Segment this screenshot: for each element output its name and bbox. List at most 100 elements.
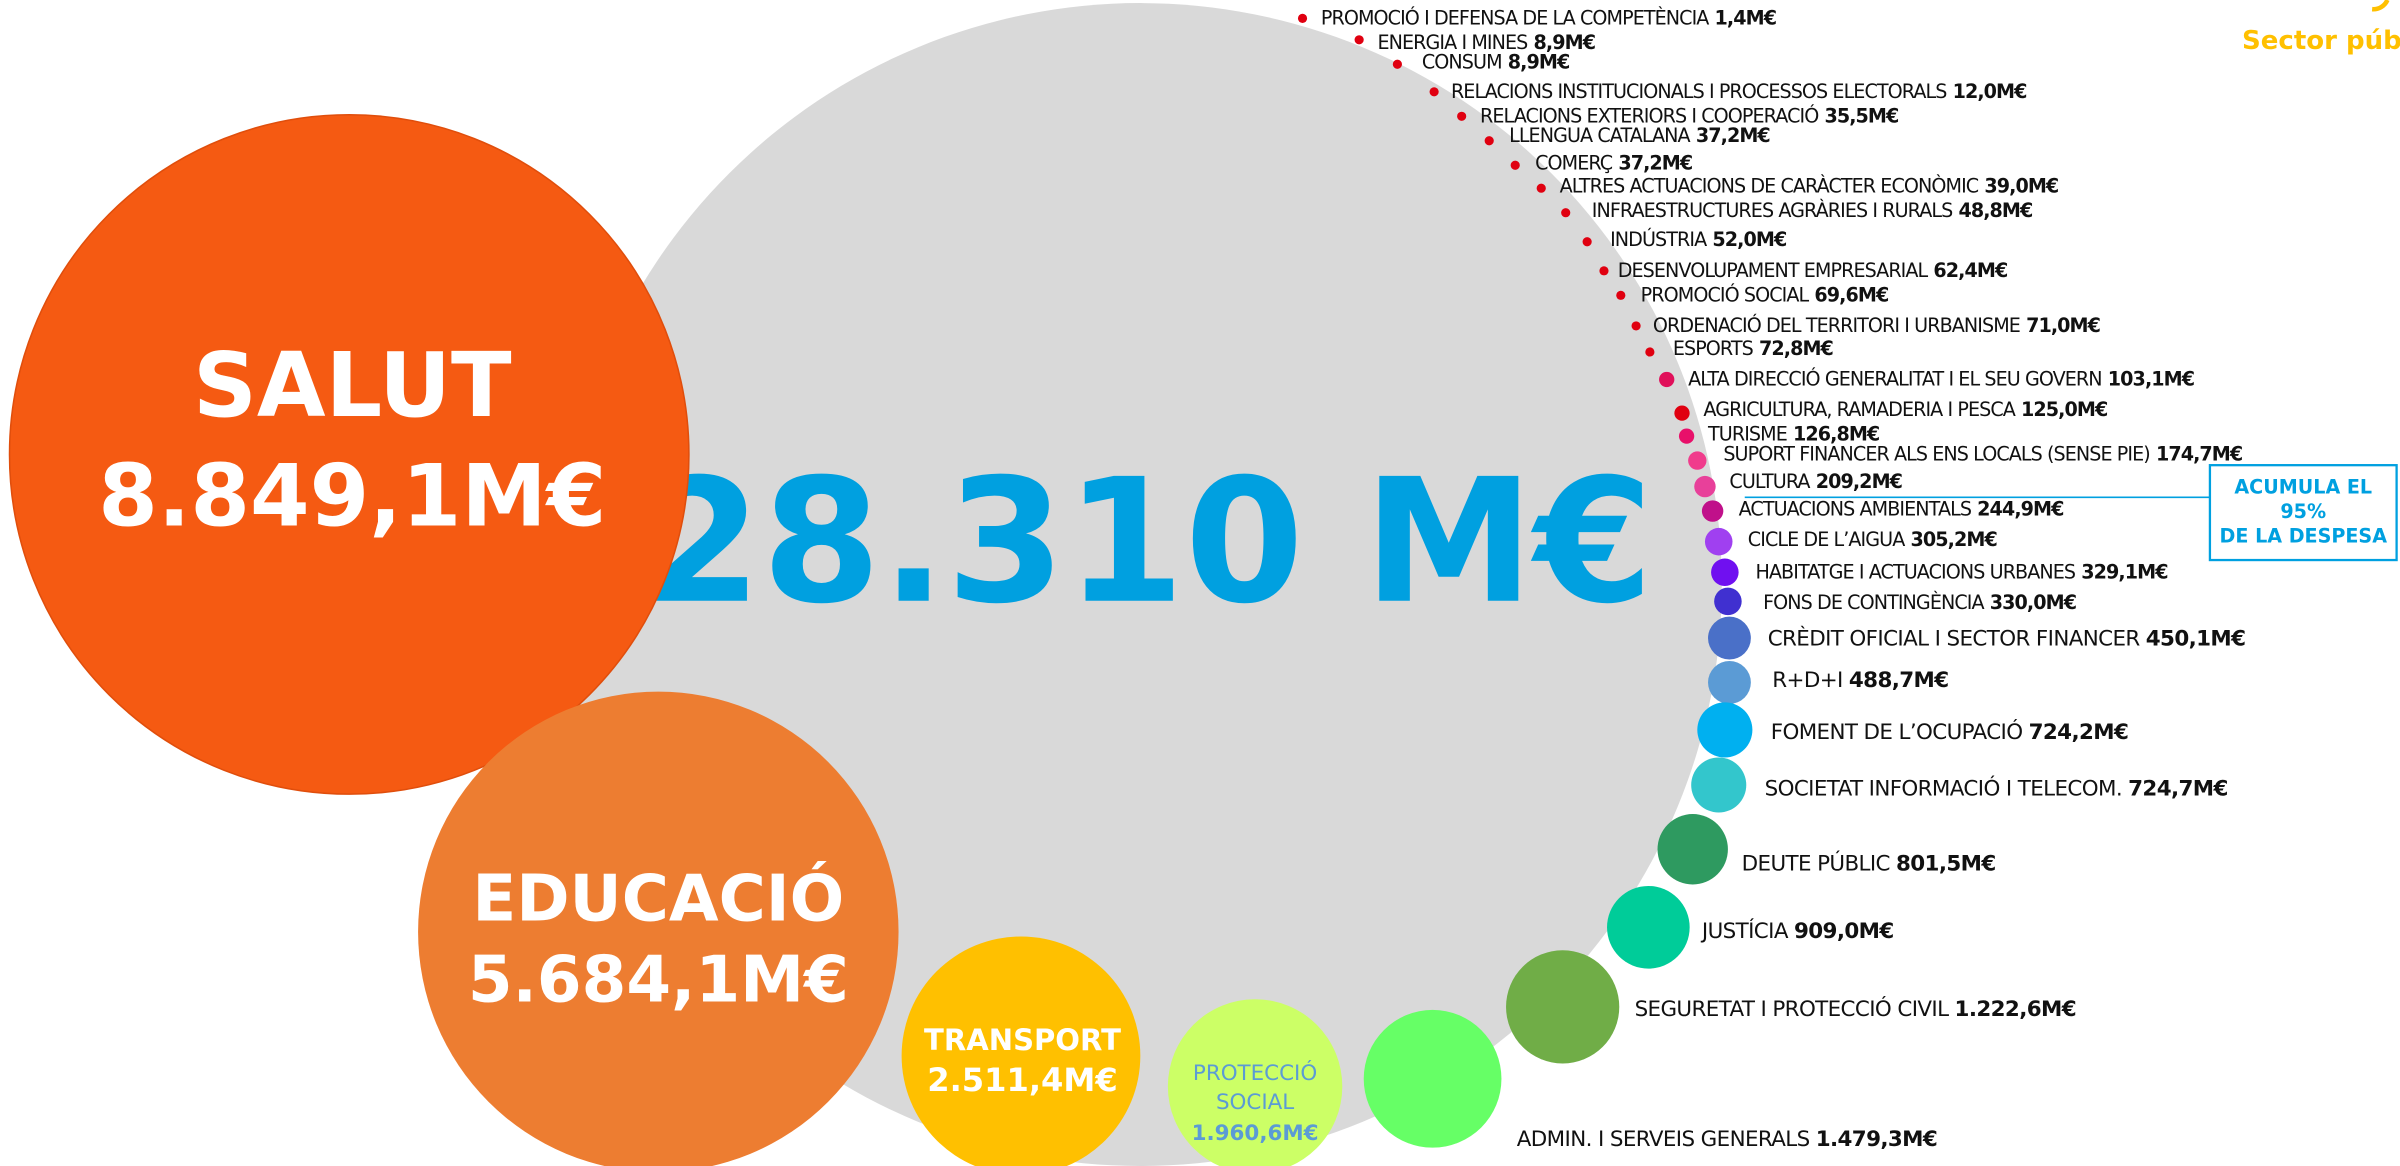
item-amount: 52,0M€ bbox=[1712, 228, 1787, 251]
header: Sector púb bbox=[2242, 26, 2400, 56]
item-bubble bbox=[1659, 371, 1675, 388]
item-bubble bbox=[1582, 237, 1592, 247]
item-label: INFRAESTRUCTURES AGRÀRIES I RURALS 48,8M€ bbox=[1592, 199, 2033, 222]
logo-arc bbox=[2371, 0, 2390, 12]
item-name: CICLE DE L’AIGUA bbox=[1748, 528, 1905, 551]
item-label: AGRICULTURA, RAMADERIA I PESCA 125,0M€ bbox=[1703, 398, 2108, 421]
item-amount: 103,1M€ bbox=[2108, 367, 2195, 390]
item-bubble bbox=[1392, 59, 1402, 69]
salut-bubble bbox=[8, 113, 690, 795]
item-bubble bbox=[1457, 111, 1467, 121]
item-name: R+D+I bbox=[1772, 668, 1842, 693]
item-name: ACTUACIONS AMBIENTALS bbox=[1739, 497, 1972, 520]
item-label: SUPORT FINANCER ALS ENS LOCALS (SENSE PI… bbox=[1723, 442, 2243, 465]
item-label: ORDENACIÓ DEL TERRITORI I URBANISME 71,0M… bbox=[1653, 312, 2101, 336]
item-amount: 209,2M€ bbox=[1816, 470, 1903, 493]
item-name: ORDENACIÓ DEL TERRITORI I URBANISME bbox=[1653, 312, 2020, 336]
main-amount: 1.960,6M€ bbox=[1192, 1121, 1319, 1146]
item-label: ADMIN. I SERVEIS GENERALS 1.479,3M€ bbox=[1517, 1127, 1937, 1152]
item-name: CONSUM bbox=[1422, 50, 1502, 73]
item-bubble bbox=[1674, 405, 1690, 421]
callout-text: 95% bbox=[2280, 500, 2326, 523]
item-amount: 69,6M€ bbox=[1814, 283, 1889, 306]
item-label: ALTRES ACTUACIONS DE CARÀCTER ECONÒMIC 39… bbox=[1560, 173, 2059, 197]
item-amount: 724,2M€ bbox=[2029, 720, 2129, 745]
item-bubble bbox=[1631, 321, 1641, 331]
item-amount: 174,7M€ bbox=[2156, 442, 2243, 465]
item-amount: 909,0M€ bbox=[1794, 919, 1894, 944]
item-bubble bbox=[1714, 587, 1742, 616]
item-label: HABITATGE I ACTUACIONS URBANES 329,1M€ bbox=[1755, 560, 2168, 583]
callout-text: DE LA DESPESA bbox=[2220, 525, 2388, 548]
callout-box bbox=[2208, 464, 2398, 562]
item-bubble bbox=[1506, 950, 1620, 1064]
item-bubble bbox=[1510, 160, 1520, 170]
item-label: RELACIONS EXTERIORS I COOPERACIÓ 35,5M€ bbox=[1480, 103, 1899, 127]
item-name: RELACIONS INSTITUCIONALS I PROCESSOS ELE… bbox=[1451, 79, 1947, 102]
item-label: CICLE DE L’AIGUA 305,2M€ bbox=[1748, 528, 1998, 551]
item-label: R+D+I 488,7M€ bbox=[1772, 668, 1948, 693]
item-label: JUSTÍCIA 909,0M€ bbox=[1700, 918, 1894, 944]
item-name: CRÈDIT OFICIAL I SECTOR FINANCER bbox=[1768, 626, 2141, 652]
item-name: DESENVOLUPAMENT EMPRESARIAL bbox=[1618, 258, 1929, 281]
item-label: PROMOCIÓ SOCIAL 69,6M€ bbox=[1641, 282, 1889, 306]
item-bubble bbox=[1599, 266, 1609, 276]
item-name: INDÚSTRIA bbox=[1610, 227, 1707, 251]
item-bubble bbox=[1616, 290, 1626, 300]
item-bubble bbox=[1704, 527, 1733, 556]
item-amount: 12,0M€ bbox=[1953, 79, 2028, 102]
main-label: TRANSPORT bbox=[924, 1023, 1121, 1057]
item-bubble bbox=[1607, 885, 1690, 969]
item-label: DESENVOLUPAMENT EMPRESARIAL 62,4M€ bbox=[1618, 258, 2008, 281]
item-bubble bbox=[1297, 13, 1308, 23]
item-amount: 8,9M€ bbox=[1533, 30, 1595, 53]
item-label: INDÚSTRIA 52,0M€ bbox=[1610, 227, 1787, 251]
item-amount: 724,7M€ bbox=[2128, 777, 2228, 802]
item-amount: 35,5M€ bbox=[1824, 104, 1899, 127]
item-name: INFRAESTRUCTURES AGRÀRIES I RURALS bbox=[1592, 199, 1953, 222]
item-amount: 329,1M€ bbox=[2081, 560, 2168, 583]
item-amount: 125,0M€ bbox=[2021, 398, 2108, 421]
item-label: COMERÇ 37,2M€ bbox=[1535, 151, 1693, 174]
item-label: DEUTE PÚBLIC 801,5M€ bbox=[1742, 851, 1996, 877]
item-bubble bbox=[1694, 475, 1716, 498]
item-name: DEUTE PÚBLIC bbox=[1742, 851, 1890, 877]
item-name: COMERÇ bbox=[1535, 151, 1613, 174]
item-label: SEGURETAT I PROTECCIÓ CIVIL 1.222,6M€ bbox=[1635, 996, 2076, 1022]
item-label: CULTURA 209,2M€ bbox=[1729, 470, 1902, 493]
item-name: ESPORTS bbox=[1673, 336, 1754, 359]
item-label: RELACIONS INSTITUCIONALS I PROCESSOS ELE… bbox=[1451, 79, 2027, 102]
item-name: TURISME bbox=[1707, 422, 1787, 445]
items: PROMOCIÓ I DEFENSA DE LA COMPETÈNCIA 1,4M… bbox=[1297, 5, 2246, 1152]
item-amount: 1.479,3M€ bbox=[1816, 1127, 1937, 1152]
main-amount: 5.684,1M€ bbox=[468, 942, 849, 1017]
item-name: ADMIN. I SERVEIS GENERALS bbox=[1517, 1127, 1810, 1152]
item-amount: 330,0M€ bbox=[1990, 590, 2077, 613]
item-label: ALTA DIRECCIÓ GENERALITAT I EL SEU GOVER… bbox=[1688, 366, 2195, 390]
item-name: PROMOCIÓ SOCIAL bbox=[1641, 282, 1810, 306]
item-bubble bbox=[1657, 814, 1728, 885]
item-bubble bbox=[1678, 428, 1695, 444]
item-name: SOCIETAT INFORMACIÓ I TELECOM. bbox=[1765, 776, 2122, 802]
item-label: TURISME 126,8M€ bbox=[1707, 422, 1880, 445]
item-bubble bbox=[1484, 136, 1494, 146]
item-name: PROMOCIÓ I DEFENSA DE LA COMPETÈNCIA bbox=[1321, 5, 1709, 29]
item-amount: 71,0M€ bbox=[2026, 313, 2101, 336]
item-name: ALTA DIRECCIÓ GENERALITAT I EL SEU GOVER… bbox=[1688, 366, 2102, 390]
item-bubble bbox=[1708, 661, 1751, 704]
item-label: FOMENT DE L’OCUPACIÓ 724,2M€ bbox=[1771, 719, 2128, 745]
item-bubble bbox=[1701, 500, 1724, 522]
item-name: CULTURA bbox=[1729, 470, 1810, 493]
item-name: SEGURETAT I PROTECCIÓ CIVIL bbox=[1635, 996, 1950, 1022]
item-label: CONSUM 8,9M€ bbox=[1422, 50, 1570, 73]
item-label: ESPORTS 72,8M€ bbox=[1673, 336, 1834, 359]
item-bubble bbox=[1691, 757, 1747, 813]
item-label: ACTUACIONS AMBIENTALS 244,9M€ bbox=[1739, 497, 2065, 520]
item-amount: 37,2M€ bbox=[1618, 151, 1693, 174]
item-bubble bbox=[1645, 347, 1655, 357]
item-amount: 488,7M€ bbox=[1849, 668, 1949, 693]
proteccio-bubble bbox=[1167, 999, 1343, 1166]
item-amount: 450,1M€ bbox=[2146, 627, 2246, 652]
item-name: JUSTÍCIA bbox=[1700, 918, 1789, 944]
